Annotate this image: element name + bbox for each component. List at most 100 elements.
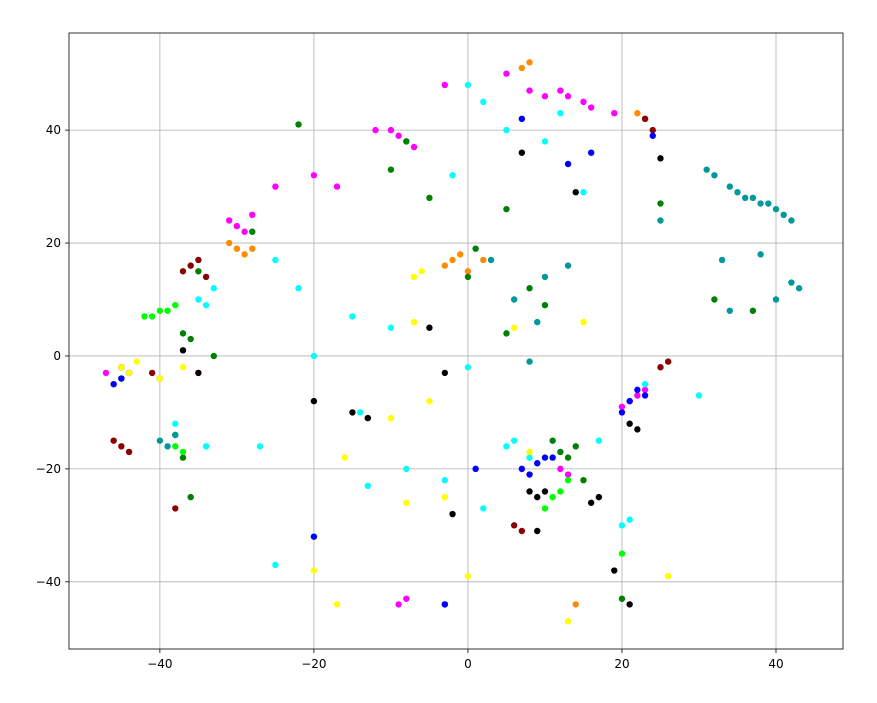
point xyxy=(195,268,202,275)
point xyxy=(441,476,449,484)
point xyxy=(580,318,587,326)
point xyxy=(634,386,641,394)
point xyxy=(518,149,526,156)
point xyxy=(333,183,341,190)
point xyxy=(541,454,549,461)
point xyxy=(118,443,125,450)
point xyxy=(403,465,410,473)
point xyxy=(441,81,449,89)
point xyxy=(272,561,279,569)
point xyxy=(503,70,510,77)
point xyxy=(641,115,649,123)
point xyxy=(634,392,641,399)
point xyxy=(557,109,564,117)
point xyxy=(156,307,164,314)
points xyxy=(102,59,803,625)
point xyxy=(187,335,194,343)
point xyxy=(534,318,541,326)
point xyxy=(534,527,541,535)
point xyxy=(518,115,526,123)
point xyxy=(541,273,549,281)
point xyxy=(557,448,564,456)
point xyxy=(641,380,649,388)
point xyxy=(634,109,641,117)
point xyxy=(164,307,171,314)
point xyxy=(711,296,718,303)
point xyxy=(310,172,318,179)
point xyxy=(403,138,410,145)
point xyxy=(587,149,595,156)
point xyxy=(572,601,579,608)
point xyxy=(233,245,241,252)
point xyxy=(133,358,140,365)
point xyxy=(125,448,133,456)
point xyxy=(372,126,379,134)
point xyxy=(480,98,487,106)
point xyxy=(210,285,217,292)
point xyxy=(295,121,302,128)
y-tick-label: 0 xyxy=(53,349,61,363)
point xyxy=(626,420,633,427)
point xyxy=(749,307,757,314)
point xyxy=(387,126,395,134)
point xyxy=(618,595,626,602)
point xyxy=(580,98,587,106)
point xyxy=(564,262,572,269)
point xyxy=(657,155,664,162)
point xyxy=(187,262,194,269)
point xyxy=(341,454,348,461)
point xyxy=(503,443,510,450)
point xyxy=(195,256,202,264)
point xyxy=(172,420,179,427)
point xyxy=(102,369,110,377)
point xyxy=(541,505,549,512)
point xyxy=(788,217,795,224)
point xyxy=(464,364,472,371)
point xyxy=(618,522,626,529)
point xyxy=(503,126,510,134)
point xyxy=(241,251,248,258)
point xyxy=(464,273,472,281)
point xyxy=(464,572,472,580)
point xyxy=(179,330,187,337)
point xyxy=(256,443,264,450)
x-tick-label: −40 xyxy=(147,657,172,671)
point xyxy=(410,318,418,326)
point xyxy=(518,527,526,535)
point xyxy=(541,301,549,309)
point xyxy=(241,228,248,235)
point xyxy=(541,93,549,100)
point xyxy=(649,126,656,134)
point xyxy=(118,375,125,382)
point xyxy=(172,505,179,512)
point xyxy=(249,245,256,252)
point xyxy=(202,301,210,309)
point xyxy=(726,183,733,190)
point xyxy=(757,251,764,258)
point xyxy=(156,375,164,382)
point xyxy=(557,488,564,495)
point xyxy=(472,245,479,252)
point xyxy=(410,273,418,281)
point xyxy=(195,369,202,377)
point xyxy=(572,443,579,450)
point xyxy=(464,268,472,275)
point xyxy=(765,200,772,207)
point xyxy=(649,132,656,139)
point xyxy=(772,296,780,303)
point xyxy=(310,352,318,360)
x-tick-label: 40 xyxy=(768,657,783,671)
point xyxy=(172,301,179,309)
point xyxy=(611,567,618,574)
point xyxy=(441,601,449,608)
point xyxy=(618,403,626,410)
point xyxy=(718,256,726,264)
ticks: −40 −20 0 20 40 −40 −20 0 20 40 xyxy=(36,123,784,671)
point xyxy=(418,268,425,275)
point xyxy=(310,567,318,574)
point xyxy=(664,572,672,580)
point xyxy=(148,313,156,320)
point xyxy=(526,471,533,478)
point xyxy=(541,138,549,145)
point xyxy=(534,493,541,501)
